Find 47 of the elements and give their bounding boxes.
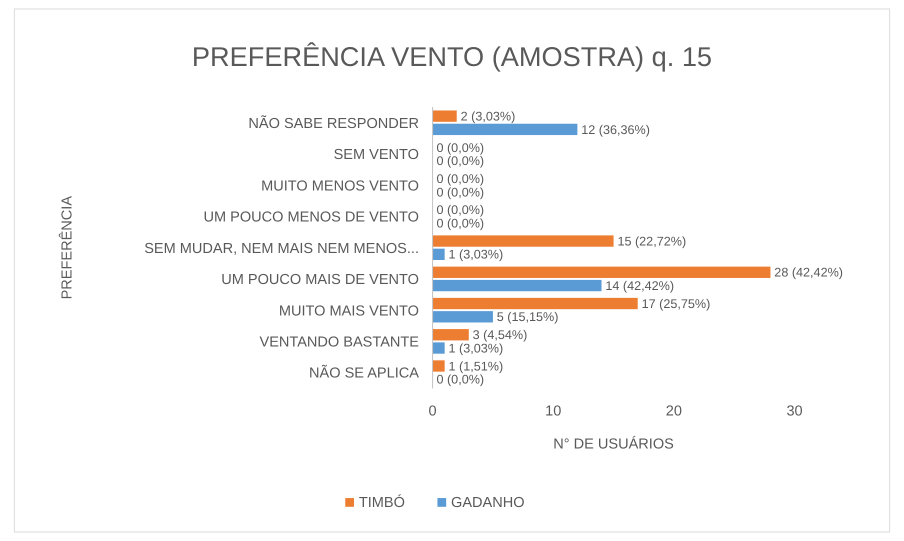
data-label: 15 (22,72%) (617, 234, 686, 248)
x-tick-label: 20 (666, 404, 682, 420)
y-axis-title: PREFERÊNCIA (58, 196, 76, 300)
data-label: 0 (0,0%) (436, 216, 484, 231)
legend-label: TIMBÓ (358, 494, 405, 511)
data-label: 17 (25,75%) (642, 296, 710, 311)
bar (432, 235, 614, 247)
y-tick-label: UM POUCO MAIS DE VENTO (221, 272, 420, 288)
bar (432, 311, 493, 322)
data-label: 12 (36,36%) (581, 122, 650, 137)
data-label: 1 (3,03%) (448, 341, 504, 356)
chart-title: PREFERÊNCIA VENTO (AMOSTRA) q. 15 (192, 41, 712, 72)
y-tick-label: SEM MUDAR, NEM MAIS NEM MENOS... (144, 240, 420, 257)
y-tick-label: MUITO MAIS VENTO (278, 303, 420, 320)
bar (432, 329, 469, 340)
y-tick-label: MUITO MENOS VENTO (261, 178, 420, 194)
bar (432, 280, 602, 292)
bar (432, 124, 578, 136)
y-tick-label: NÃO SABE RESPONDER (248, 114, 420, 132)
x-tick-label: 10 (545, 404, 562, 420)
data-label: 5 (15,15%) (496, 310, 558, 324)
bar (432, 298, 638, 310)
legend-label: GADANHO (451, 494, 525, 511)
data-label: 2 (3,03%) (460, 110, 516, 124)
y-tick-label: UM POUCO MENOS DE VENTO (203, 210, 420, 226)
data-label: 0 (0,0%) (436, 154, 484, 168)
bar (432, 110, 457, 122)
bar (432, 342, 445, 354)
bar (432, 360, 445, 372)
data-label: 1 (3,03%) (448, 248, 504, 262)
y-tick-label: SEM VENTO (334, 147, 420, 164)
data-label: 0 (0,0%) (436, 185, 484, 200)
data-label: 0 (0,0%) (436, 172, 484, 186)
data-label: 0 (0,0%) (436, 140, 484, 155)
x-tick-label: 0 (428, 404, 437, 420)
data-label: 3 (4,54%) (472, 328, 528, 342)
data-label: 28 (42,42%) (774, 266, 844, 280)
y-tick-label: NÃO SE APLICA (309, 364, 420, 382)
data-label: 0 (0,0%) (436, 372, 484, 387)
x-tick-label: 30 (786, 404, 803, 420)
y-tick-label: VENTANDO BASTANTE (260, 334, 420, 350)
data-label: 0 (0,0%) (436, 203, 484, 218)
bar (432, 266, 770, 278)
data-label: 14 (42,42%) (605, 278, 674, 293)
data-label: 1 (1,51%) (448, 359, 504, 374)
x-axis-title: N° DE USUÁRIOS (553, 436, 674, 453)
bar (432, 248, 445, 260)
